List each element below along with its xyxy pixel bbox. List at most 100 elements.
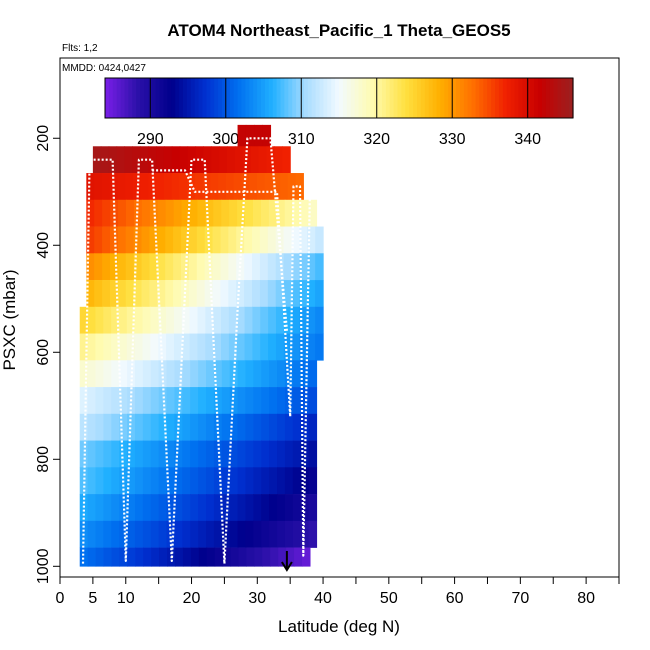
heatmap-cell — [117, 173, 126, 201]
colorbar-segment — [124, 78, 129, 118]
heatmap-cell — [219, 146, 228, 174]
x-tick-label: 5 — [88, 590, 97, 607]
x-tick-label: 0 — [56, 590, 65, 607]
colorbar-segment — [385, 78, 391, 118]
colorbar-segment — [530, 78, 535, 118]
colorbar-segment — [448, 78, 453, 118]
heatmap-cell — [101, 173, 111, 201]
heatmap-cell — [234, 146, 244, 174]
colorbar-segment — [405, 78, 410, 118]
heatmap-cell — [275, 253, 285, 281]
heatmap-cell — [220, 253, 229, 281]
heatmap-cell — [181, 306, 191, 334]
heatmap-cell — [300, 199, 310, 227]
heatmap-cell — [150, 306, 159, 334]
heatmap-cell — [229, 467, 239, 495]
heatmap-cell — [87, 547, 97, 567]
heatmap-cell — [102, 280, 111, 308]
heatmap-cell — [245, 199, 254, 227]
heatmap-cell — [87, 467, 97, 495]
y-axis-label: PSXC (mbar) — [0, 269, 19, 370]
heatmap-cell — [299, 306, 308, 334]
heatmap-cell — [86, 253, 95, 281]
colorbar-segment — [335, 78, 340, 118]
heatmap-cell — [238, 547, 248, 567]
heatmap-cell — [95, 440, 104, 468]
heatmap-cell — [118, 333, 128, 361]
heatmap-cell — [245, 440, 254, 468]
colorbar-segment — [553, 78, 558, 118]
heatmap-cell — [284, 467, 294, 495]
heatmap-cell — [237, 360, 247, 388]
heatmap-cell — [291, 333, 301, 361]
heatmap-cell — [198, 440, 207, 468]
heatmap-cell — [95, 413, 104, 441]
heatmap-cell — [127, 520, 136, 548]
y-tick-label: 800 — [35, 446, 52, 473]
heatmap-cell — [213, 494, 223, 522]
heatmap-cell — [287, 173, 297, 201]
heatmap-cell — [117, 253, 127, 281]
heatmap-cell — [109, 253, 119, 281]
colorbar-segment — [268, 78, 274, 118]
heatmap-cell — [284, 520, 294, 548]
heatmap-cell — [125, 199, 135, 227]
heatmap-cell — [261, 360, 270, 388]
colorbar-segment — [296, 78, 301, 118]
heatmap-cell — [284, 413, 294, 441]
heatmap-cell — [283, 226, 293, 254]
heatmap-cell — [181, 199, 191, 227]
heatmap-cell — [156, 146, 165, 174]
heatmap-cell — [283, 280, 293, 308]
heatmap-cell — [119, 494, 128, 522]
heatmap-cell — [79, 413, 89, 441]
colorbar-segment — [545, 78, 551, 118]
heatmap-cell — [284, 440, 294, 468]
heatmap-cell — [206, 360, 215, 388]
heatmap-cell — [252, 226, 261, 254]
heatmap-cell — [95, 547, 105, 567]
colorbar-segment — [222, 78, 227, 118]
heatmap-cell — [127, 547, 136, 567]
heatmap-cell — [213, 360, 223, 388]
heatmap-cell — [229, 387, 239, 415]
heatmap-cell — [277, 387, 286, 415]
heatmap-cell — [275, 226, 285, 254]
heatmap-cell — [203, 146, 212, 174]
heatmap-cell — [205, 333, 214, 361]
heatmap-cell — [182, 413, 191, 441]
heatmap-cell — [261, 520, 270, 548]
heatmap-cell — [126, 333, 136, 361]
heatmap-cell — [237, 440, 247, 468]
colorbar-segment — [280, 78, 285, 118]
colorbar-segment — [424, 78, 430, 118]
heatmap-cell — [197, 306, 206, 334]
heatmap-cell — [190, 467, 199, 495]
heatmap-cell — [111, 547, 121, 567]
heatmap-cell — [125, 253, 135, 281]
heatmap-cell — [189, 199, 199, 227]
colorbar-segment — [276, 78, 282, 118]
heatmap-cell — [142, 360, 152, 388]
heatmap-cell — [221, 333, 230, 361]
colorbar-segment — [522, 78, 527, 118]
heatmap-cell — [166, 387, 176, 415]
heatmap-cell — [206, 413, 215, 441]
heatmap-cell — [244, 280, 253, 308]
heatmap-cell — [173, 333, 183, 361]
heatmap-cell — [182, 440, 191, 468]
heatmap-cell — [127, 360, 136, 388]
heatmap-cell — [111, 440, 120, 468]
colorbar-segment — [495, 78, 500, 118]
heatmap-cell — [308, 440, 318, 468]
heatmap-cell — [246, 547, 255, 567]
heatmap-cell — [253, 387, 262, 415]
heatmap-cell — [102, 226, 111, 254]
heatmap-cell — [245, 467, 254, 495]
heatmap-cell — [134, 520, 144, 548]
heatmap-cell — [158, 520, 168, 548]
colorbar-tick-label: 330 — [439, 131, 466, 148]
heatmap-cell — [132, 173, 142, 201]
heatmap-cell — [213, 440, 223, 468]
heatmap-cell — [213, 413, 223, 441]
